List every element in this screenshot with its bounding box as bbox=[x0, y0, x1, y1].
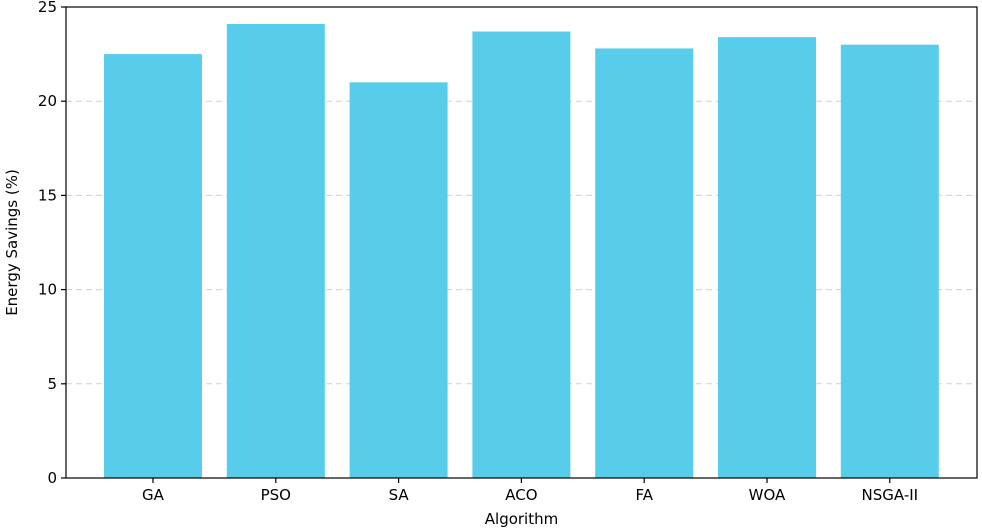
bar-sa bbox=[349, 82, 448, 479]
x-tick-label: NSGA-II bbox=[862, 486, 919, 504]
y-axis-ticks: 0 5 10 15 20 25 bbox=[38, 0, 66, 487]
y-tick-label: 5 bbox=[47, 375, 57, 393]
y-axis-label: Energy Savings (%) bbox=[3, 169, 21, 316]
y-tick-label: 25 bbox=[38, 0, 57, 16]
bar-woa bbox=[718, 37, 816, 478]
bar-pso bbox=[226, 23, 325, 479]
x-axis-label: Algorithm bbox=[485, 510, 558, 528]
y-tick-label: 15 bbox=[38, 186, 57, 204]
bar-nsga-ii bbox=[840, 44, 939, 479]
x-tick-label: GA bbox=[142, 486, 165, 504]
x-tick-label: ACO bbox=[505, 486, 537, 504]
bar-ga bbox=[104, 54, 202, 478]
bar-fa bbox=[595, 48, 694, 478]
y-tick-label: 10 bbox=[38, 281, 57, 299]
x-tick-label: SA bbox=[389, 486, 410, 504]
x-axis-ticks: GA PSO SA ACO FA WOA NSGA-II bbox=[142, 478, 918, 504]
x-tick-label: WOA bbox=[749, 486, 786, 504]
bar-aco bbox=[472, 31, 571, 478]
x-tick-label: FA bbox=[635, 486, 653, 504]
bars bbox=[104, 23, 939, 479]
y-tick-label: 0 bbox=[47, 469, 57, 487]
y-tick-label: 20 bbox=[38, 92, 57, 110]
x-tick-label: PSO bbox=[261, 486, 291, 504]
